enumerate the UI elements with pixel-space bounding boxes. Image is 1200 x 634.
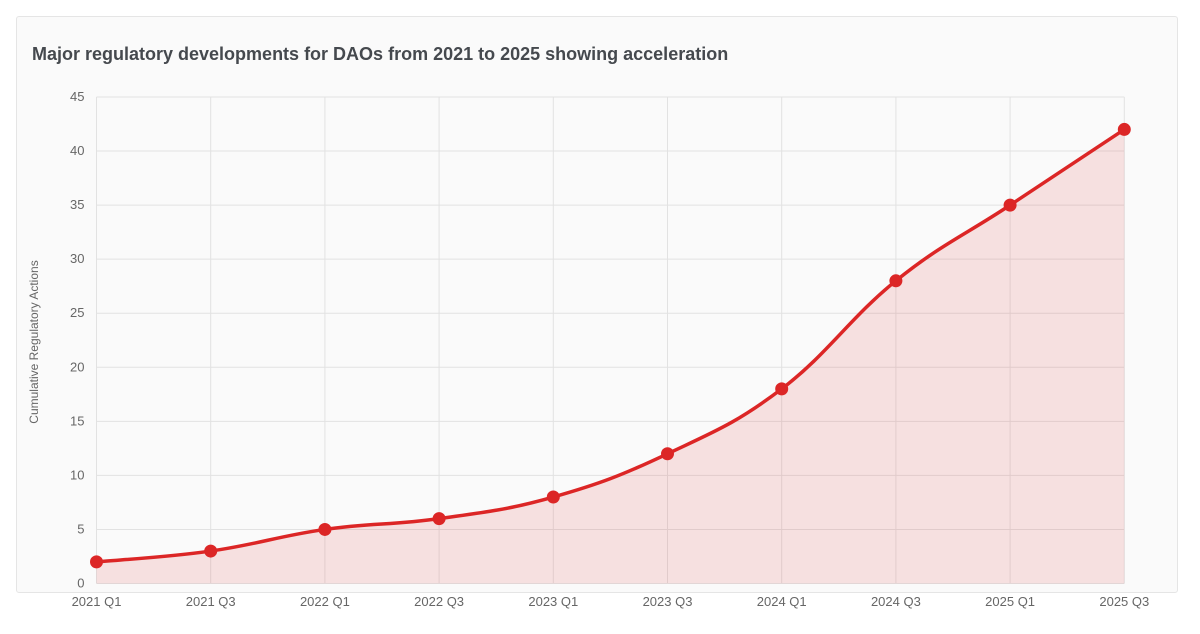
- svg-text:30: 30: [70, 251, 84, 266]
- svg-text:15: 15: [70, 413, 84, 428]
- svg-text:2022 Q3: 2022 Q3: [414, 594, 464, 609]
- svg-text:40: 40: [70, 143, 84, 158]
- svg-text:2021 Q1: 2021 Q1: [72, 594, 122, 609]
- svg-text:2023 Q3: 2023 Q3: [643, 594, 693, 609]
- svg-text:20: 20: [70, 359, 84, 374]
- svg-text:2023 Q1: 2023 Q1: [528, 594, 578, 609]
- svg-text:0: 0: [77, 576, 84, 591]
- svg-text:2025 Q1: 2025 Q1: [985, 594, 1035, 609]
- svg-text:2021 Q3: 2021 Q3: [186, 594, 236, 609]
- svg-text:2024 Q1: 2024 Q1: [757, 594, 807, 609]
- svg-text:5: 5: [77, 521, 84, 536]
- svg-text:10: 10: [70, 467, 84, 482]
- svg-text:45: 45: [70, 89, 84, 104]
- svg-text:2025 Q3: 2025 Q3: [1099, 594, 1149, 609]
- svg-text:2022 Q1: 2022 Q1: [300, 594, 350, 609]
- svg-text:35: 35: [70, 197, 84, 212]
- svg-text:25: 25: [70, 305, 84, 320]
- svg-text:2024 Q3: 2024 Q3: [871, 594, 921, 609]
